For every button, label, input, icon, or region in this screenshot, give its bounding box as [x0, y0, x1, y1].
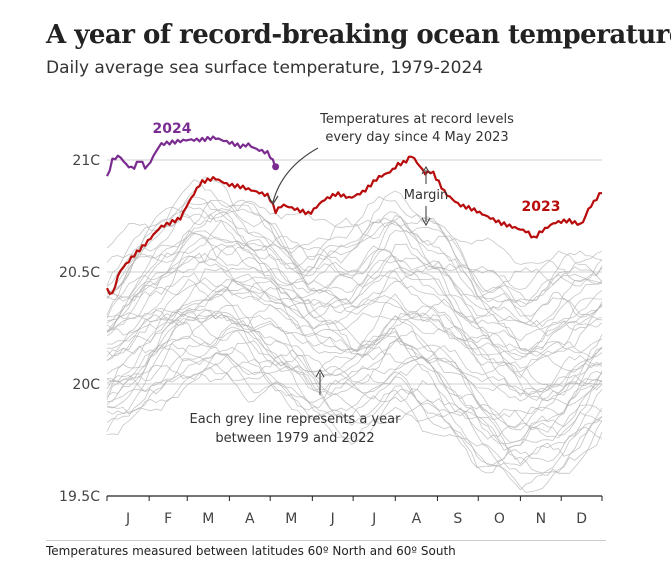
- historical-year-line: [106, 366, 603, 493]
- series-2024-label: 2024: [153, 121, 192, 137]
- historical-year-line: [106, 345, 603, 440]
- footnote: Temperatures measured between latitudes …: [46, 544, 456, 558]
- historical-year-line: [106, 252, 603, 342]
- grey-annotation-arrowhead: [315, 368, 325, 378]
- margin-arrowhead-up: [421, 165, 431, 175]
- historical-year-line: [106, 267, 603, 401]
- historical-year-line: [106, 252, 603, 356]
- tick-labels: 21C 20.5C 20C 19.5C J F M A M J J A S O N D 2024 2023: [59, 121, 587, 527]
- historical-year-line: [106, 220, 603, 337]
- record-annotation-line2: every day since 4 May 2023: [325, 130, 508, 145]
- historical-year-line: [106, 279, 603, 402]
- historical-year-line: [106, 232, 603, 318]
- series-2024-line: [106, 135, 277, 177]
- historical-year-line: [106, 199, 603, 327]
- historical-year-line: [106, 208, 603, 328]
- historical-year-line: [106, 293, 603, 421]
- historical-year-line: [106, 340, 603, 465]
- record-annotation-line1: Temperatures at record levels: [319, 112, 514, 127]
- historical-year-line: [106, 352, 603, 475]
- record-annotation-arrow: [272, 147, 319, 203]
- x-tick-label: O: [494, 511, 505, 527]
- series-lines: [106, 135, 602, 295]
- x-tick-label: M: [285, 511, 297, 527]
- x-tick-label: M: [202, 511, 214, 527]
- historical-lines: [106, 176, 603, 493]
- x-tick-label: S: [453, 511, 462, 527]
- y-tick-label: 20.5C: [59, 265, 100, 281]
- series-2023-line: [106, 155, 602, 295]
- chart-title: A year of record-breaking ocean temperat…: [46, 20, 671, 50]
- historical-year-line: [106, 343, 603, 466]
- historical-year-line: [106, 310, 603, 433]
- historical-year-line: [106, 346, 603, 474]
- historical-year-line: [106, 314, 603, 400]
- series-2024-end-point: [272, 163, 280, 171]
- x-tick-label: J: [330, 511, 335, 527]
- y-tick-label: 20C: [72, 377, 100, 393]
- chart-subtitle: Daily average sea surface temperature, 1…: [46, 58, 484, 78]
- y-tick-label: 21C: [72, 153, 100, 169]
- historical-year-line: [106, 363, 603, 474]
- historical-year-line: [106, 312, 603, 431]
- historical-year-line: [106, 326, 603, 462]
- series-2023-label: 2023: [522, 199, 561, 215]
- historical-year-line: [106, 273, 603, 379]
- historical-year-line: [106, 236, 603, 352]
- x-tick-label: J: [371, 511, 376, 527]
- grey-annotation-line1: Each grey line represents a year: [190, 412, 402, 427]
- record-annotation-arrowhead: [267, 195, 279, 206]
- margin-arrowhead-down: [421, 217, 431, 227]
- historical-year-line: [106, 272, 603, 360]
- grey-annotation-line2: between 1979 and 2022: [215, 431, 374, 446]
- margin-annotation: Margin: [404, 188, 448, 203]
- annotations: Temperatures at record levels every day s…: [190, 112, 515, 446]
- x-tick-label: A: [412, 511, 422, 527]
- x-tick-label: F: [164, 511, 172, 527]
- historical-year-line: [106, 206, 603, 293]
- y-tick-label: 19.5C: [59, 489, 100, 505]
- chart-canvas: 21C 20.5C 20C 19.5C J F M A M J J A S O N D 2024 2023 Tem…: [59, 112, 603, 527]
- historical-year-line: [106, 322, 603, 451]
- historical-year-line: [106, 213, 603, 311]
- x-axis: [106, 495, 603, 501]
- x-tick-label: J: [125, 511, 130, 527]
- x-tick-label: N: [536, 511, 546, 527]
- x-tick-label: D: [576, 511, 587, 527]
- historical-year-line: [106, 200, 603, 282]
- historical-year-line: [106, 176, 603, 302]
- historical-year-line: [106, 304, 603, 391]
- historical-year-line: [106, 286, 603, 388]
- footer-divider: [46, 540, 606, 541]
- x-tick-label: A: [245, 511, 255, 527]
- historical-year-line: [106, 242, 603, 373]
